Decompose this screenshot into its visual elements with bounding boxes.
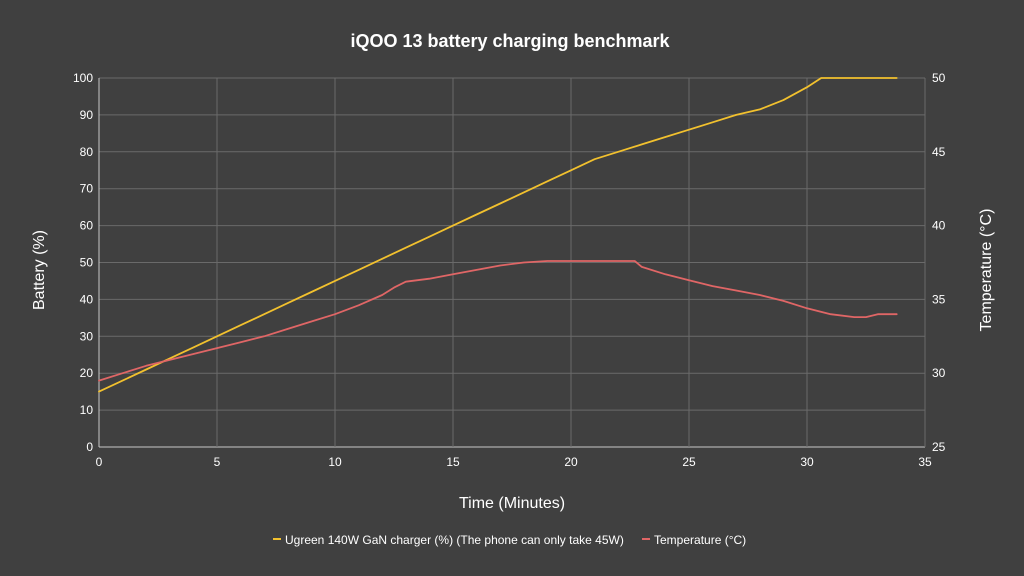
- y-tick-label: 40: [80, 292, 94, 306]
- series-lines: [98, 77, 898, 393]
- y-tick-label: 30: [80, 329, 94, 343]
- legend-swatch-battery: [273, 538, 281, 540]
- y2-axis-title: Temperature (°C): [978, 209, 995, 332]
- legend-swatch-temperature: [642, 538, 650, 540]
- grid-lines: [98, 77, 926, 448]
- y-tick-label: 90: [80, 108, 94, 122]
- x-tick-label: 15: [446, 455, 460, 469]
- y-tick-label: 50: [80, 256, 94, 270]
- y-tick-label: 10: [80, 403, 94, 417]
- x-tick-label: 25: [682, 455, 696, 469]
- legend-label-temperature: Temperature (°C): [654, 533, 746, 547]
- temperature-series-line: [98, 260, 898, 382]
- y2-tick-label: 25: [932, 440, 946, 454]
- y-axis-title: Battery (%): [31, 230, 48, 310]
- x-tick-label: 5: [214, 455, 221, 469]
- legend: Ugreen 140W GaN charger (%) (The phone c…: [273, 533, 746, 547]
- y2-tick-label: 50: [932, 71, 946, 85]
- y-tick-label: 60: [80, 219, 94, 233]
- y2-tick-label: 30: [932, 366, 946, 380]
- x-tick-label: 0: [96, 455, 103, 469]
- y-tick-label: 70: [80, 182, 94, 196]
- x-axis-title: Time (Minutes): [459, 495, 565, 512]
- y-tick-label: 100: [73, 71, 93, 85]
- battery-series-line: [98, 77, 898, 393]
- x-tick-label: 35: [918, 455, 932, 469]
- y2-tick-label: 35: [932, 292, 946, 306]
- x-tick-label: 10: [328, 455, 342, 469]
- x-tick-label: 20: [564, 455, 578, 469]
- y-tick-label: 0: [86, 440, 93, 454]
- y2-tick-label: 40: [932, 219, 946, 233]
- chart-title: iQOO 13 battery charging benchmark: [350, 31, 670, 51]
- x-tick-label: 30: [800, 455, 814, 469]
- y2-tick-label: 45: [932, 145, 946, 159]
- legend-label-battery: Ugreen 140W GaN charger (%) (The phone c…: [285, 533, 624, 547]
- y-tick-label: 80: [80, 145, 94, 159]
- y-tick-label: 20: [80, 366, 94, 380]
